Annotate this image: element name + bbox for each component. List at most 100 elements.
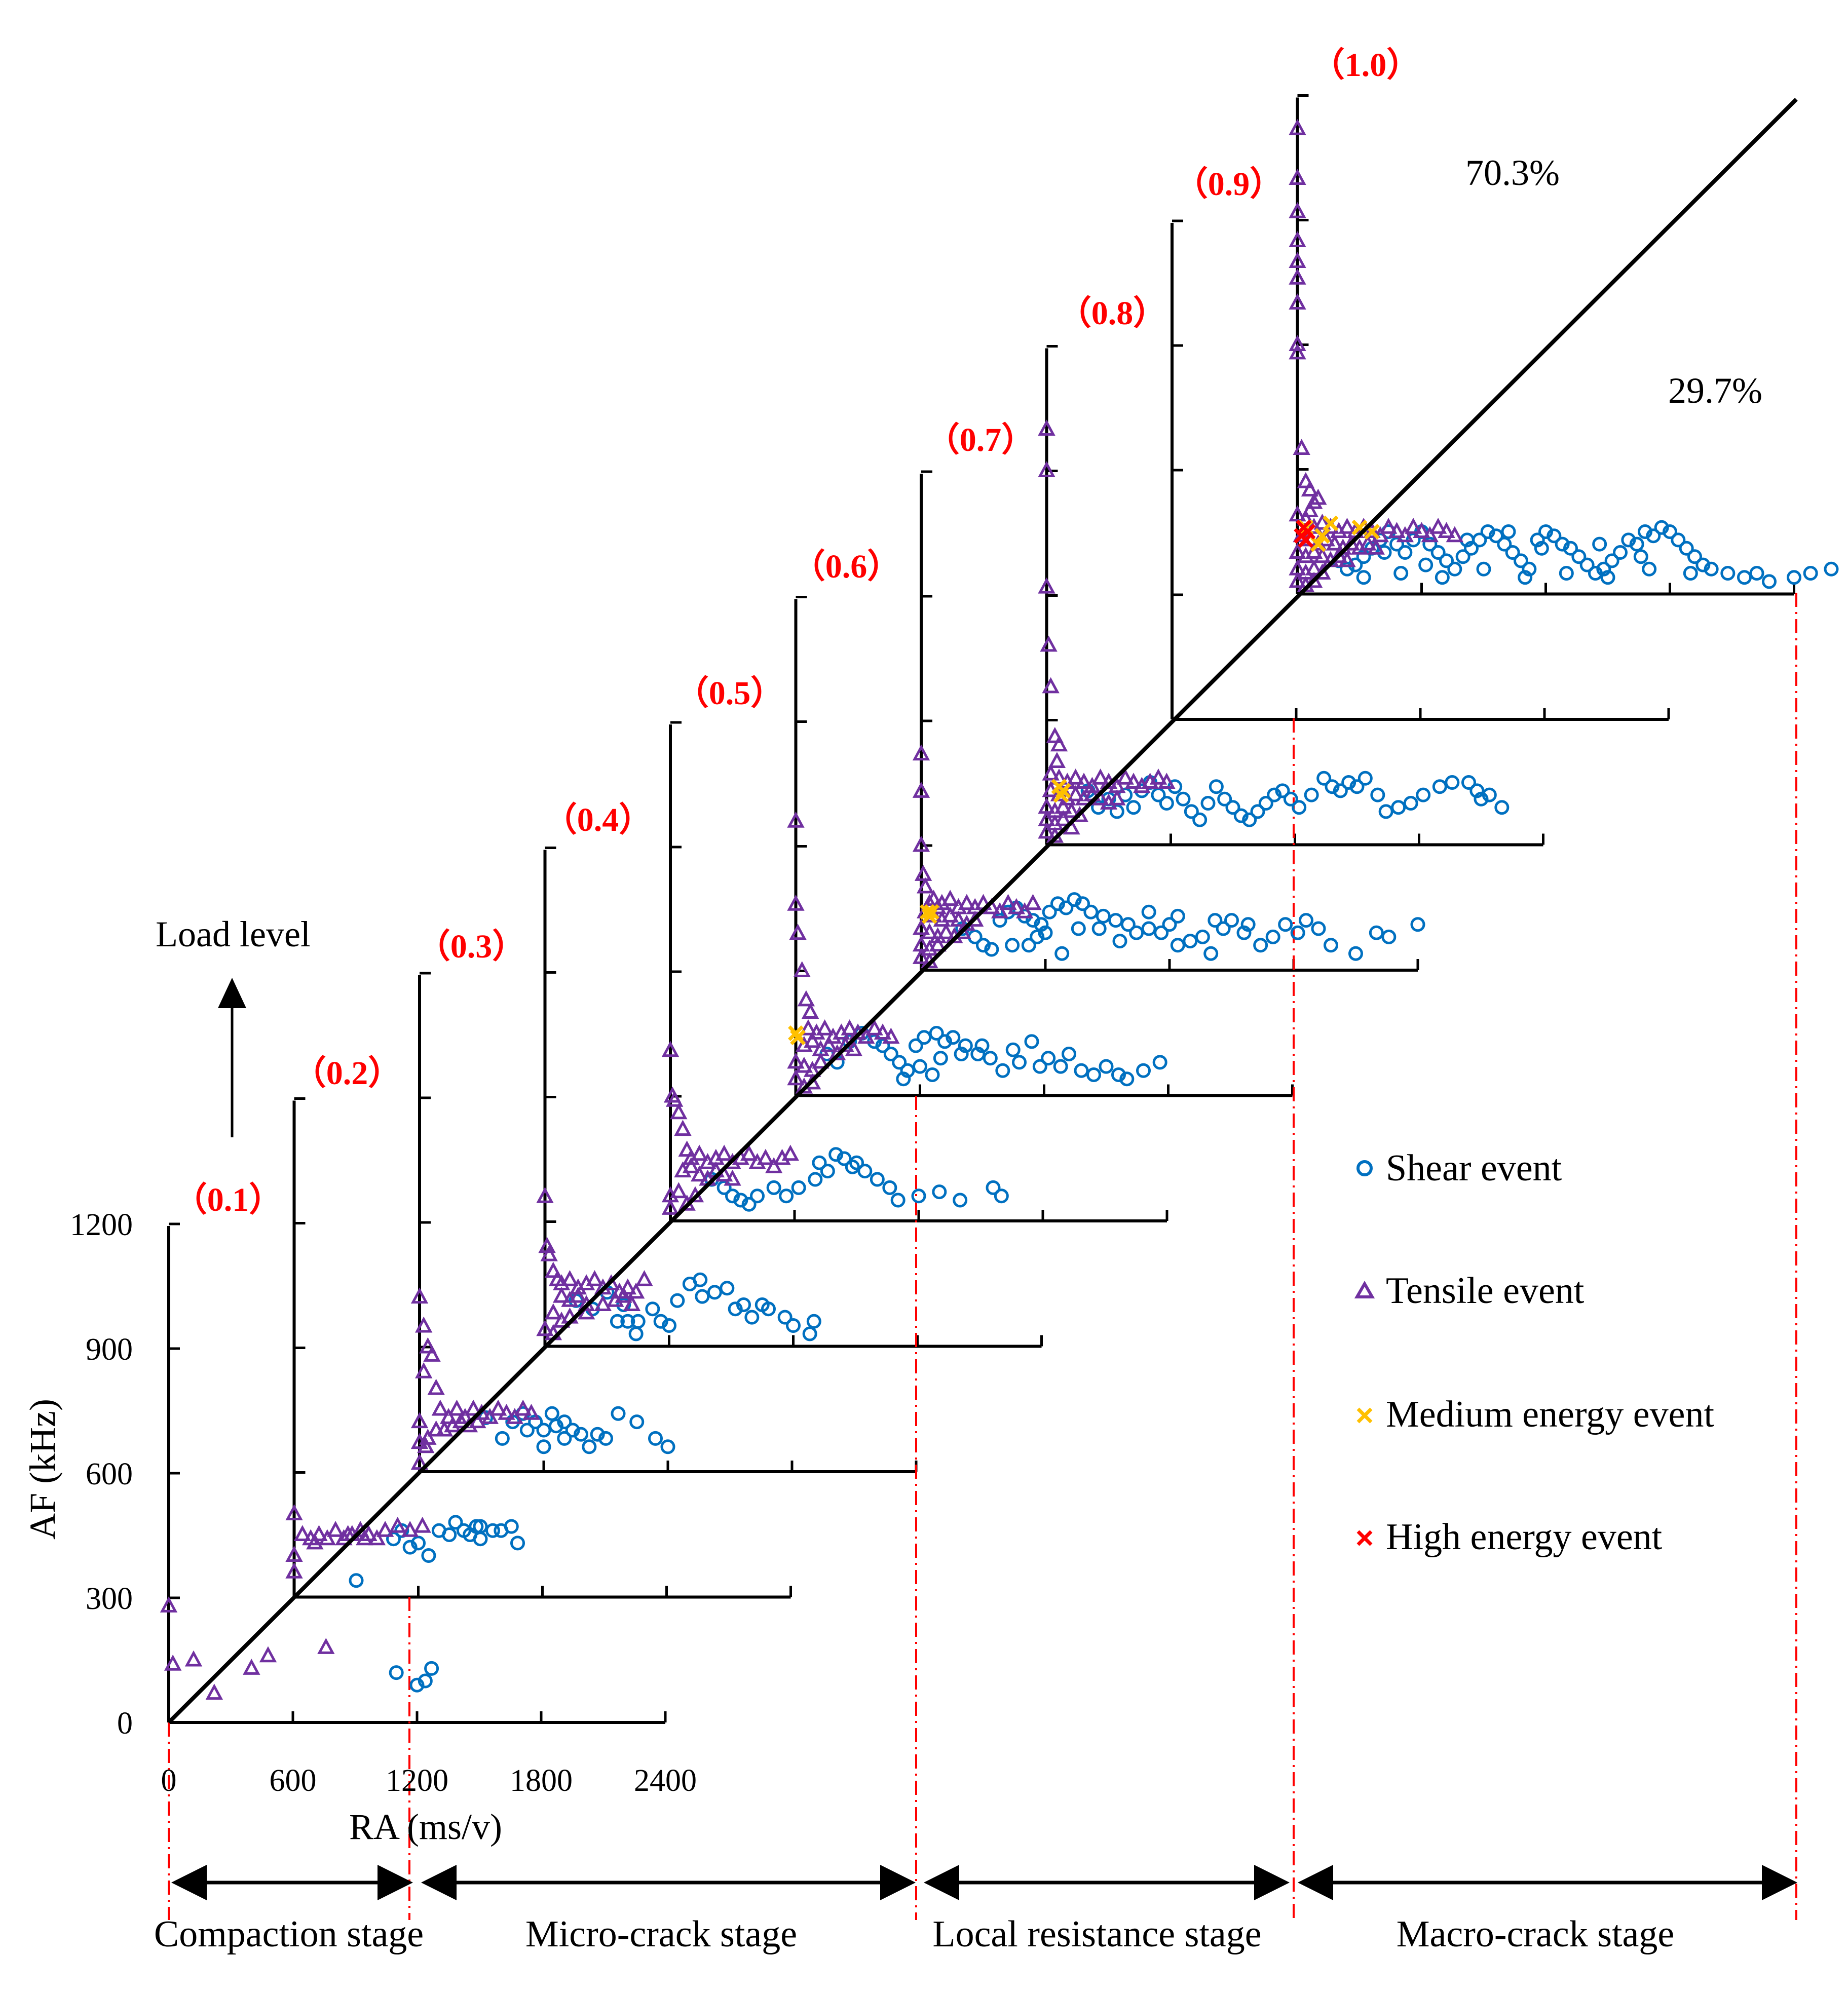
tensile-point [787, 1069, 805, 1086]
tensile-point [1038, 419, 1055, 436]
shear-point [1588, 566, 1603, 581]
medium-energy-point [1314, 528, 1330, 544]
shear-point [1253, 938, 1268, 953]
stage-label-micro-crack: Micro-crack stage [525, 1913, 797, 1955]
shear-point [389, 1665, 404, 1680]
tensile-point [184, 1650, 203, 1667]
legend-label-tensile: Tensile event [1386, 1270, 1585, 1312]
tensile-point [690, 1144, 708, 1161]
stage-dividers [168, 593, 1797, 1920]
y-tick-label: 600 [86, 1457, 133, 1491]
shear-point [1445, 775, 1460, 790]
tensile-point [661, 1041, 680, 1057]
tensile-point [413, 1516, 431, 1533]
tensile-point [1396, 526, 1414, 543]
tensile-point [318, 1529, 336, 1546]
shear-point [707, 1285, 722, 1300]
level-label-0.1: （0.1） [174, 1181, 283, 1218]
shear-point [1053, 1059, 1068, 1074]
shear-point [1195, 929, 1210, 944]
shear-point [1086, 1067, 1101, 1082]
shear-point [1642, 561, 1657, 577]
shear-point [741, 1197, 757, 1212]
tensile-point [1309, 488, 1327, 505]
shear-point [733, 1193, 748, 1208]
shear-point [620, 1314, 635, 1329]
tensile-point [912, 744, 930, 761]
tensile-point [799, 1019, 817, 1036]
tensile-point [1359, 534, 1377, 551]
tensile-point [448, 1399, 466, 1416]
shear-point [1250, 804, 1265, 819]
shear-point [812, 1155, 827, 1170]
medium-energy-point [1323, 515, 1339, 531]
legend-marker-tensile [1354, 1280, 1375, 1298]
shear-point [670, 1293, 685, 1308]
shear-point [1679, 541, 1694, 556]
shear-point [1555, 536, 1570, 552]
shear-point [421, 1548, 436, 1563]
shear-point [1629, 536, 1644, 552]
shear-point [611, 1406, 626, 1421]
shear-point [409, 1677, 425, 1693]
level-label-0.6: （0.6） [792, 548, 901, 585]
tensile-point [489, 1399, 507, 1416]
shear-point [1720, 566, 1736, 581]
tensile-point [544, 1261, 562, 1278]
tensile-point [1305, 571, 1323, 588]
tensile-point [1063, 801, 1080, 818]
shear-point [1203, 946, 1219, 961]
shear-point [925, 1067, 940, 1082]
shear-point [1096, 908, 1111, 924]
shear-point [1034, 917, 1049, 932]
shear-point [917, 1030, 932, 1045]
tensile-point [401, 1521, 419, 1537]
shear-point [1638, 524, 1652, 539]
shear-point [1514, 553, 1528, 568]
tensile-point [205, 1683, 223, 1700]
shear-point [1391, 800, 1406, 815]
shear-point [802, 1326, 817, 1341]
shear-point [1136, 1063, 1151, 1078]
tensile-point [1091, 769, 1109, 785]
tensile-point [1297, 472, 1315, 488]
shear-point [1024, 1034, 1039, 1049]
shear-point [582, 1439, 597, 1454]
shear-point [1704, 561, 1719, 577]
shear-point [504, 1519, 519, 1534]
tensile-point [1293, 439, 1310, 455]
shear-point [1469, 783, 1485, 798]
tensile-point [389, 1516, 406, 1533]
shear-point [994, 1188, 1009, 1204]
shear-point [495, 1431, 510, 1446]
shear-point [557, 1414, 572, 1430]
tensile-point [1338, 551, 1356, 567]
shear-point [598, 1431, 613, 1446]
legend: Shear event Tensile event Medium energy … [1354, 1147, 1714, 1558]
shear-point [976, 938, 991, 953]
shear-point [1176, 791, 1191, 807]
tensile-point [439, 1408, 458, 1424]
shear-point [485, 1523, 500, 1538]
shear-point [1216, 921, 1231, 936]
shear-point [1170, 908, 1185, 924]
tensile-point [1289, 169, 1306, 185]
shear-point [1026, 913, 1040, 928]
tensile-point [690, 1165, 708, 1182]
shear-point [1439, 553, 1454, 568]
shear-point [716, 1180, 732, 1195]
shear-point [519, 1423, 535, 1438]
tensile-point [787, 812, 805, 828]
tensile-point [1289, 269, 1306, 285]
load-level-label: Load level [156, 914, 311, 954]
shear-point [1369, 925, 1384, 940]
shear-point [424, 1661, 439, 1676]
tensile-point [1313, 563, 1331, 580]
shear-point [660, 1439, 675, 1454]
tensile-point [635, 1270, 653, 1286]
x-tick-label: 600 [270, 1763, 317, 1798]
tensile-point [1404, 518, 1422, 534]
shear-point [828, 1147, 844, 1162]
shear-point [1530, 532, 1545, 548]
